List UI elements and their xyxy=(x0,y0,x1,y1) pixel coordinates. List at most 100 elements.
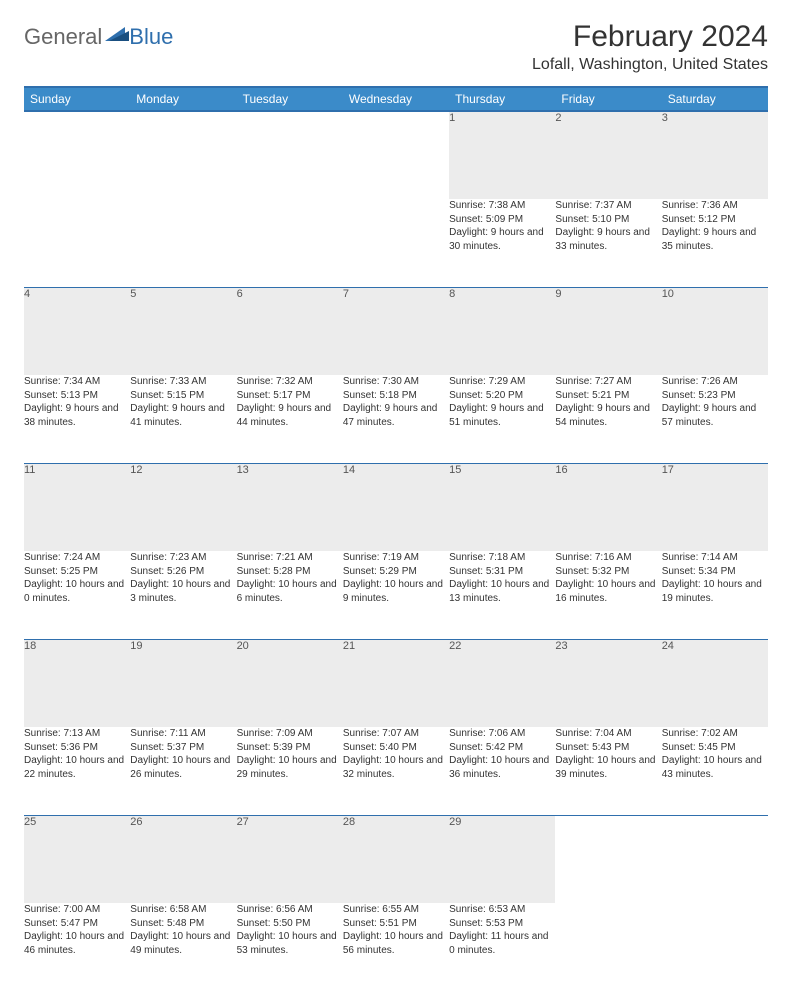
sunrise-line: Sunrise: 7:11 AM xyxy=(130,727,236,741)
day-detail-cell: Sunrise: 7:24 AMSunset: 5:25 PMDaylight:… xyxy=(24,551,130,639)
day-header: Tuesday xyxy=(237,87,343,111)
day-number-cell xyxy=(662,815,768,903)
day-number-cell: 20 xyxy=(237,639,343,727)
day-number-cell: 6 xyxy=(237,287,343,375)
day-number-cell: 4 xyxy=(24,287,130,375)
daylight-line: Daylight: 10 hours and 3 minutes. xyxy=(130,578,236,605)
day-number-cell xyxy=(555,815,661,903)
sunset-line: Sunset: 5:45 PM xyxy=(662,741,768,755)
day-detail-cell: Sunrise: 7:29 AMSunset: 5:20 PMDaylight:… xyxy=(449,375,555,463)
sunset-line: Sunset: 5:34 PM xyxy=(662,565,768,579)
day-detail-cell xyxy=(555,903,661,991)
sunset-line: Sunset: 5:37 PM xyxy=(130,741,236,755)
day-number-cell xyxy=(343,111,449,199)
week-detail-row: Sunrise: 7:24 AMSunset: 5:25 PMDaylight:… xyxy=(24,551,768,639)
day-number-cell: 14 xyxy=(343,463,449,551)
sunset-line: Sunset: 5:13 PM xyxy=(24,389,130,403)
sunset-line: Sunset: 5:29 PM xyxy=(343,565,449,579)
sunset-line: Sunset: 5:23 PM xyxy=(662,389,768,403)
daylight-line: Daylight: 9 hours and 30 minutes. xyxy=(449,226,555,253)
sunset-line: Sunset: 5:50 PM xyxy=(237,917,343,931)
sunrise-line: Sunrise: 7:38 AM xyxy=(449,199,555,213)
day-number-cell: 23 xyxy=(555,639,661,727)
day-number-cell: 28 xyxy=(343,815,449,903)
day-detail-cell: Sunrise: 7:33 AMSunset: 5:15 PMDaylight:… xyxy=(130,375,236,463)
sunrise-line: Sunrise: 6:53 AM xyxy=(449,903,555,917)
sunrise-line: Sunrise: 7:21 AM xyxy=(237,551,343,565)
day-number-cell: 21 xyxy=(343,639,449,727)
day-detail-cell: Sunrise: 6:58 AMSunset: 5:48 PMDaylight:… xyxy=(130,903,236,991)
day-number-cell: 11 xyxy=(24,463,130,551)
calendar-table: SundayMondayTuesdayWednesdayThursdayFrid… xyxy=(24,86,768,991)
week-daynum-row: 11121314151617 xyxy=(24,463,768,551)
day-detail-cell: Sunrise: 7:11 AMSunset: 5:37 PMDaylight:… xyxy=(130,727,236,815)
daylight-line: Daylight: 10 hours and 9 minutes. xyxy=(343,578,449,605)
week-detail-row: Sunrise: 7:13 AMSunset: 5:36 PMDaylight:… xyxy=(24,727,768,815)
sunrise-line: Sunrise: 7:13 AM xyxy=(24,727,130,741)
sunrise-line: Sunrise: 7:32 AM xyxy=(237,375,343,389)
sunset-line: Sunset: 5:12 PM xyxy=(662,213,768,227)
day-header: Monday xyxy=(130,87,236,111)
day-number-cell xyxy=(237,111,343,199)
day-detail-cell: Sunrise: 6:55 AMSunset: 5:51 PMDaylight:… xyxy=(343,903,449,991)
sunrise-line: Sunrise: 6:56 AM xyxy=(237,903,343,917)
sunset-line: Sunset: 5:31 PM xyxy=(449,565,555,579)
week-detail-row: Sunrise: 7:38 AMSunset: 5:09 PMDaylight:… xyxy=(24,199,768,287)
sunset-line: Sunset: 5:25 PM xyxy=(24,565,130,579)
daylight-line: Daylight: 10 hours and 32 minutes. xyxy=(343,754,449,781)
sunrise-line: Sunrise: 7:18 AM xyxy=(449,551,555,565)
day-header: Thursday xyxy=(449,87,555,111)
sunset-line: Sunset: 5:51 PM xyxy=(343,917,449,931)
day-number-cell: 8 xyxy=(449,287,555,375)
sunset-line: Sunset: 5:36 PM xyxy=(24,741,130,755)
day-detail-cell: Sunrise: 7:32 AMSunset: 5:17 PMDaylight:… xyxy=(237,375,343,463)
day-number-cell xyxy=(130,111,236,199)
day-number-cell: 25 xyxy=(24,815,130,903)
daylight-line: Daylight: 9 hours and 35 minutes. xyxy=(662,226,768,253)
day-number-cell: 15 xyxy=(449,463,555,551)
daylight-line: Daylight: 9 hours and 41 minutes. xyxy=(130,402,236,429)
daylight-line: Daylight: 9 hours and 54 minutes. xyxy=(555,402,661,429)
daylight-line: Daylight: 10 hours and 0 minutes. xyxy=(24,578,130,605)
day-number-cell: 27 xyxy=(237,815,343,903)
day-detail-cell: Sunrise: 7:14 AMSunset: 5:34 PMDaylight:… xyxy=(662,551,768,639)
sunrise-line: Sunrise: 7:36 AM xyxy=(662,199,768,213)
day-detail-cell: Sunrise: 7:34 AMSunset: 5:13 PMDaylight:… xyxy=(24,375,130,463)
daylight-line: Daylight: 10 hours and 43 minutes. xyxy=(662,754,768,781)
week-daynum-row: 123 xyxy=(24,111,768,199)
daylight-line: Daylight: 10 hours and 22 minutes. xyxy=(24,754,130,781)
day-detail-cell: Sunrise: 7:16 AMSunset: 5:32 PMDaylight:… xyxy=(555,551,661,639)
day-detail-cell: Sunrise: 7:27 AMSunset: 5:21 PMDaylight:… xyxy=(555,375,661,463)
day-detail-cell xyxy=(343,199,449,287)
day-detail-cell: Sunrise: 7:13 AMSunset: 5:36 PMDaylight:… xyxy=(24,727,130,815)
daylight-line: Daylight: 9 hours and 47 minutes. xyxy=(343,402,449,429)
day-number-cell: 5 xyxy=(130,287,236,375)
day-detail-cell: Sunrise: 7:38 AMSunset: 5:09 PMDaylight:… xyxy=(449,199,555,287)
day-detail-cell: Sunrise: 7:19 AMSunset: 5:29 PMDaylight:… xyxy=(343,551,449,639)
sunrise-line: Sunrise: 7:06 AM xyxy=(449,727,555,741)
daylight-line: Daylight: 9 hours and 57 minutes. xyxy=(662,402,768,429)
header: General Blue February 2024 Lofall, Washi… xyxy=(24,20,768,84)
daylight-line: Daylight: 9 hours and 44 minutes. xyxy=(237,402,343,429)
day-number-cell: 9 xyxy=(555,287,661,375)
week-daynum-row: 18192021222324 xyxy=(24,639,768,727)
day-number-cell: 19 xyxy=(130,639,236,727)
daylight-line: Daylight: 10 hours and 53 minutes. xyxy=(237,930,343,957)
day-detail-cell: Sunrise: 7:06 AMSunset: 5:42 PMDaylight:… xyxy=(449,727,555,815)
day-number-cell: 17 xyxy=(662,463,768,551)
day-detail-cell: Sunrise: 7:36 AMSunset: 5:12 PMDaylight:… xyxy=(662,199,768,287)
day-detail-cell: Sunrise: 7:23 AMSunset: 5:26 PMDaylight:… xyxy=(130,551,236,639)
day-detail-cell: Sunrise: 7:00 AMSunset: 5:47 PMDaylight:… xyxy=(24,903,130,991)
sunrise-line: Sunrise: 7:16 AM xyxy=(555,551,661,565)
week-detail-row: Sunrise: 7:00 AMSunset: 5:47 PMDaylight:… xyxy=(24,903,768,991)
day-detail-cell: Sunrise: 7:37 AMSunset: 5:10 PMDaylight:… xyxy=(555,199,661,287)
sunrise-line: Sunrise: 6:55 AM xyxy=(343,903,449,917)
daylight-line: Daylight: 10 hours and 29 minutes. xyxy=(237,754,343,781)
day-number-cell: 13 xyxy=(237,463,343,551)
sunrise-line: Sunrise: 7:00 AM xyxy=(24,903,130,917)
day-detail-cell: Sunrise: 7:18 AMSunset: 5:31 PMDaylight:… xyxy=(449,551,555,639)
daylight-line: Daylight: 11 hours and 0 minutes. xyxy=(449,930,555,957)
sunset-line: Sunset: 5:10 PM xyxy=(555,213,661,227)
sunset-line: Sunset: 5:18 PM xyxy=(343,389,449,403)
day-number-cell: 10 xyxy=(662,287,768,375)
